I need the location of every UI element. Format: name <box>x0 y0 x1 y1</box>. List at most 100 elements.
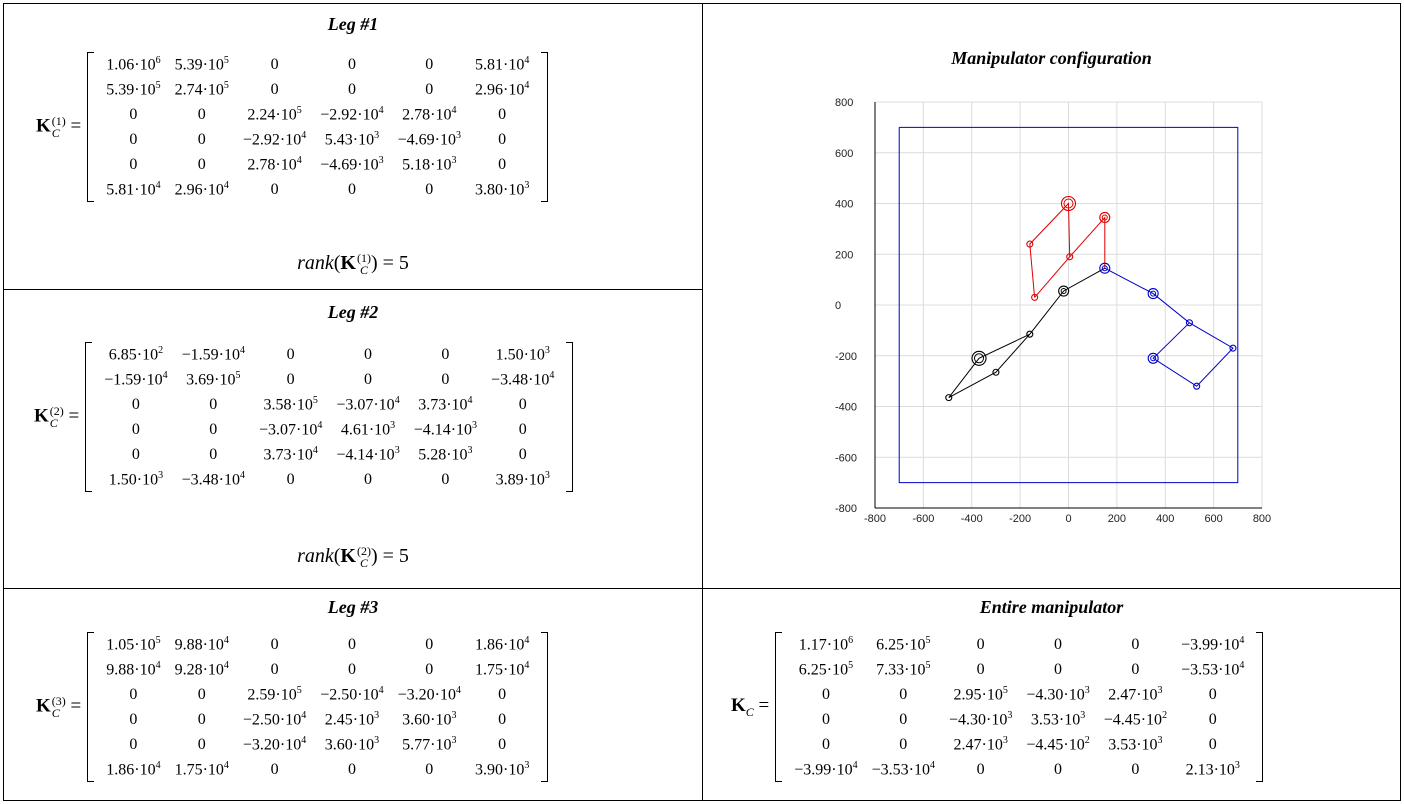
matrix-cell: 2.95·105 <box>953 684 1008 704</box>
leg2-rank: rank(K (2) C) = 5 <box>297 544 409 571</box>
matrix-cell: 2.24·105 <box>247 104 302 124</box>
matrix-cell: −2.50·104 <box>242 709 307 729</box>
joint-blue <box>1147 352 1159 364</box>
leg2-lhs: K (2) C = <box>34 404 80 430</box>
matrix-cell: 0 <box>131 445 140 463</box>
matrix-cell: 0 <box>976 635 985 653</box>
matrix-cell: 2.78·104 <box>247 154 302 174</box>
matrix-cell: 0 <box>976 660 985 678</box>
matrix-cell: 4.61·103 <box>340 419 396 439</box>
matrix-cell: 5.81·104 <box>474 54 530 74</box>
matrix-cell: −1.59·104 <box>104 369 168 389</box>
y-tick-label: -600 <box>835 452 857 464</box>
matrix-cell: −3.48·104 <box>491 369 555 389</box>
matrix-cell: −4.69·103 <box>397 129 461 149</box>
matrix-cell: 2.96·104 <box>474 79 530 99</box>
x-tick-label: -600 <box>912 513 934 525</box>
matrix-cell: −3.20·104 <box>242 734 307 754</box>
matrix-cell: −3.20·104 <box>397 684 461 704</box>
matrix-cell: 0 <box>129 130 138 148</box>
matrix-cell: 2.47·103 <box>953 734 1008 754</box>
matrix-cell: −1.59·104 <box>181 344 245 364</box>
joint-red <box>1026 240 1034 248</box>
joint-inner-blue <box>1150 355 1157 362</box>
matrix-cell: 1.86·104 <box>474 634 530 654</box>
entire-title: Entire manipulator <box>979 597 1124 617</box>
entire-matrix: 1.17·106 6.25·105 0 0 0 −3.99·104 6.25·105 7.33… <box>775 632 1264 782</box>
x-tick-label: 600 <box>1204 513 1222 525</box>
matrix-cell: 0 <box>1131 760 1140 778</box>
matrix-cell: 1.05·105 <box>106 634 161 654</box>
matrix-cell: 0 <box>364 370 372 388</box>
x-tick-label: 800 <box>1253 513 1271 525</box>
leg1-lhs: K (1) C = <box>36 114 82 140</box>
matrix-cell: −4.14·103 <box>336 444 400 464</box>
matrix-cell: 3.58·105 <box>263 394 318 414</box>
x-tick-label: 0 <box>1065 513 1071 525</box>
workspace-boundary <box>898 126 1239 484</box>
matrix-cell: −3.07·104 <box>258 419 323 439</box>
x-tick-label: 400 <box>1156 513 1174 525</box>
x-tick-label: -800 <box>864 513 886 525</box>
matrix-cell: 3.53·103 <box>1108 734 1163 754</box>
joint-black <box>1058 285 1070 297</box>
matrix-cell: 0 <box>425 660 434 678</box>
matrix-cell: 0 <box>209 420 218 438</box>
matrix-cell: 0 <box>425 80 434 98</box>
matrix-cell: 0 <box>498 105 507 123</box>
matrix-cell: 0 <box>821 710 830 728</box>
joint-blue <box>1193 382 1201 390</box>
matrix-cell: 2.78·104 <box>402 104 457 124</box>
leg1-matrix: 1.06·106 5.39·105 0 0 0 5.81·104 5.39·105 2.74·… <box>87 52 549 202</box>
matrix-cell: 0 <box>197 130 206 148</box>
matrix-cell: 3.73·104 <box>418 394 473 414</box>
matrix-cell: 0 <box>899 685 908 703</box>
matrix-cell: −4.14·103 <box>413 419 478 439</box>
matrix-cell: 0 <box>286 370 295 388</box>
cell-chart: Manipulator configuration -800 -600 -400 -2… <box>702 3 1401 589</box>
matrix-cell: 0 <box>347 635 356 653</box>
x-tick-label: 200 <box>1108 513 1126 525</box>
matrix-cell: 0 <box>441 470 450 488</box>
joint-red <box>1060 195 1077 212</box>
matrix-cell: 1.06·106 <box>106 54 161 74</box>
matrix-cell: 0 <box>364 345 372 363</box>
matrix-cell: 0 <box>441 345 450 363</box>
matrix-cell: 0 <box>129 710 138 728</box>
matrix-cell: 1.75·104 <box>474 659 530 679</box>
cell-leg1: Leg #1 K (1) C = 1.06·106 5.39·105 0 0 0 5.81·1… <box>3 3 703 290</box>
matrix-cell: 0 <box>197 155 206 173</box>
matrix-cell: 0 <box>286 470 295 488</box>
matrix-cell: 0 <box>1208 710 1217 728</box>
matrix-cell: 0 <box>270 760 279 778</box>
matrix-cell: 3.89·103 <box>495 469 550 489</box>
matrix-cell: −2.50·104 <box>320 684 384 704</box>
leg3-title: Leg #3 <box>327 597 379 617</box>
matrix-cell: 0 <box>441 370 450 388</box>
joint-red <box>1031 293 1039 301</box>
matrix-cell: 0 <box>270 660 279 678</box>
matrix-cell: 1.75·104 <box>174 759 229 779</box>
matrix-cell: 2.13·103 <box>1185 759 1240 779</box>
matrix-cell: 3.90·103 <box>474 759 530 779</box>
x-tick-label: -200 <box>1009 513 1031 525</box>
matrix-cell: 0 <box>197 710 206 728</box>
matrix-cell: 0 <box>131 395 140 413</box>
matrix-cell: 5.43·103 <box>324 129 380 149</box>
matrix-cell: 2.47·103 <box>1108 684 1163 704</box>
entire-lhs: KC = <box>731 694 770 719</box>
y-tick-label: 400 <box>835 199 853 211</box>
matrix-cell: 0 <box>899 735 908 753</box>
matrix-cell: 0 <box>1131 660 1140 678</box>
leg-black-line <box>948 267 1106 399</box>
leg2-equation: K (2) C = 6.85·102 −1.59·104 0 0 0 1.50·103 −1.5… <box>34 342 574 492</box>
matrix-cell: 0 <box>129 105 138 123</box>
matrix-cell: 0 <box>131 420 140 438</box>
matrix-cell: 0 <box>518 445 527 463</box>
matrix-cell: 0 <box>129 685 138 703</box>
matrix-cell: 0 <box>270 180 279 198</box>
y-tick-label: 800 <box>835 97 853 109</box>
matrix-cell: 0 <box>899 710 908 728</box>
chart-title: Manipulator configuration <box>951 48 1152 68</box>
matrix-cell: 0 <box>129 735 138 753</box>
